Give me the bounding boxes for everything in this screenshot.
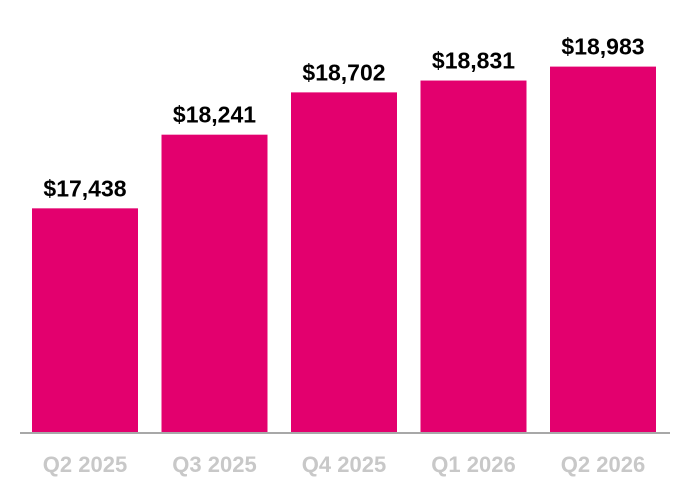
x-tick-label: Q3 2025 [172, 452, 256, 477]
x-tick-labels-group: Q2 2025 Q3 2025 Q4 2025 Q1 2026 Q2 2026 [43, 452, 645, 477]
x-tick-label: Q2 2026 [561, 452, 645, 477]
x-tick-label: Q4 2025 [302, 452, 386, 477]
bar-q2-2026 [550, 66, 656, 433]
bars-group [32, 66, 656, 433]
data-label: $18,702 [302, 59, 385, 85]
bar-q4-2025 [291, 92, 397, 432]
bar-q3-2025 [161, 134, 268, 433]
x-tick-label: Q1 2026 [431, 452, 515, 477]
data-label: $17,438 [43, 175, 126, 201]
data-labels-group: $17,438 $18,241 $18,702 $18,831 $18,983 [43, 34, 644, 202]
data-label: $18,983 [561, 34, 644, 60]
bar-q1-2026 [420, 80, 527, 432]
x-tick-label: Q2 2025 [43, 452, 127, 477]
data-label: $18,241 [173, 102, 256, 128]
bar-q2-2025 [32, 208, 138, 432]
data-label: $18,831 [432, 48, 515, 74]
